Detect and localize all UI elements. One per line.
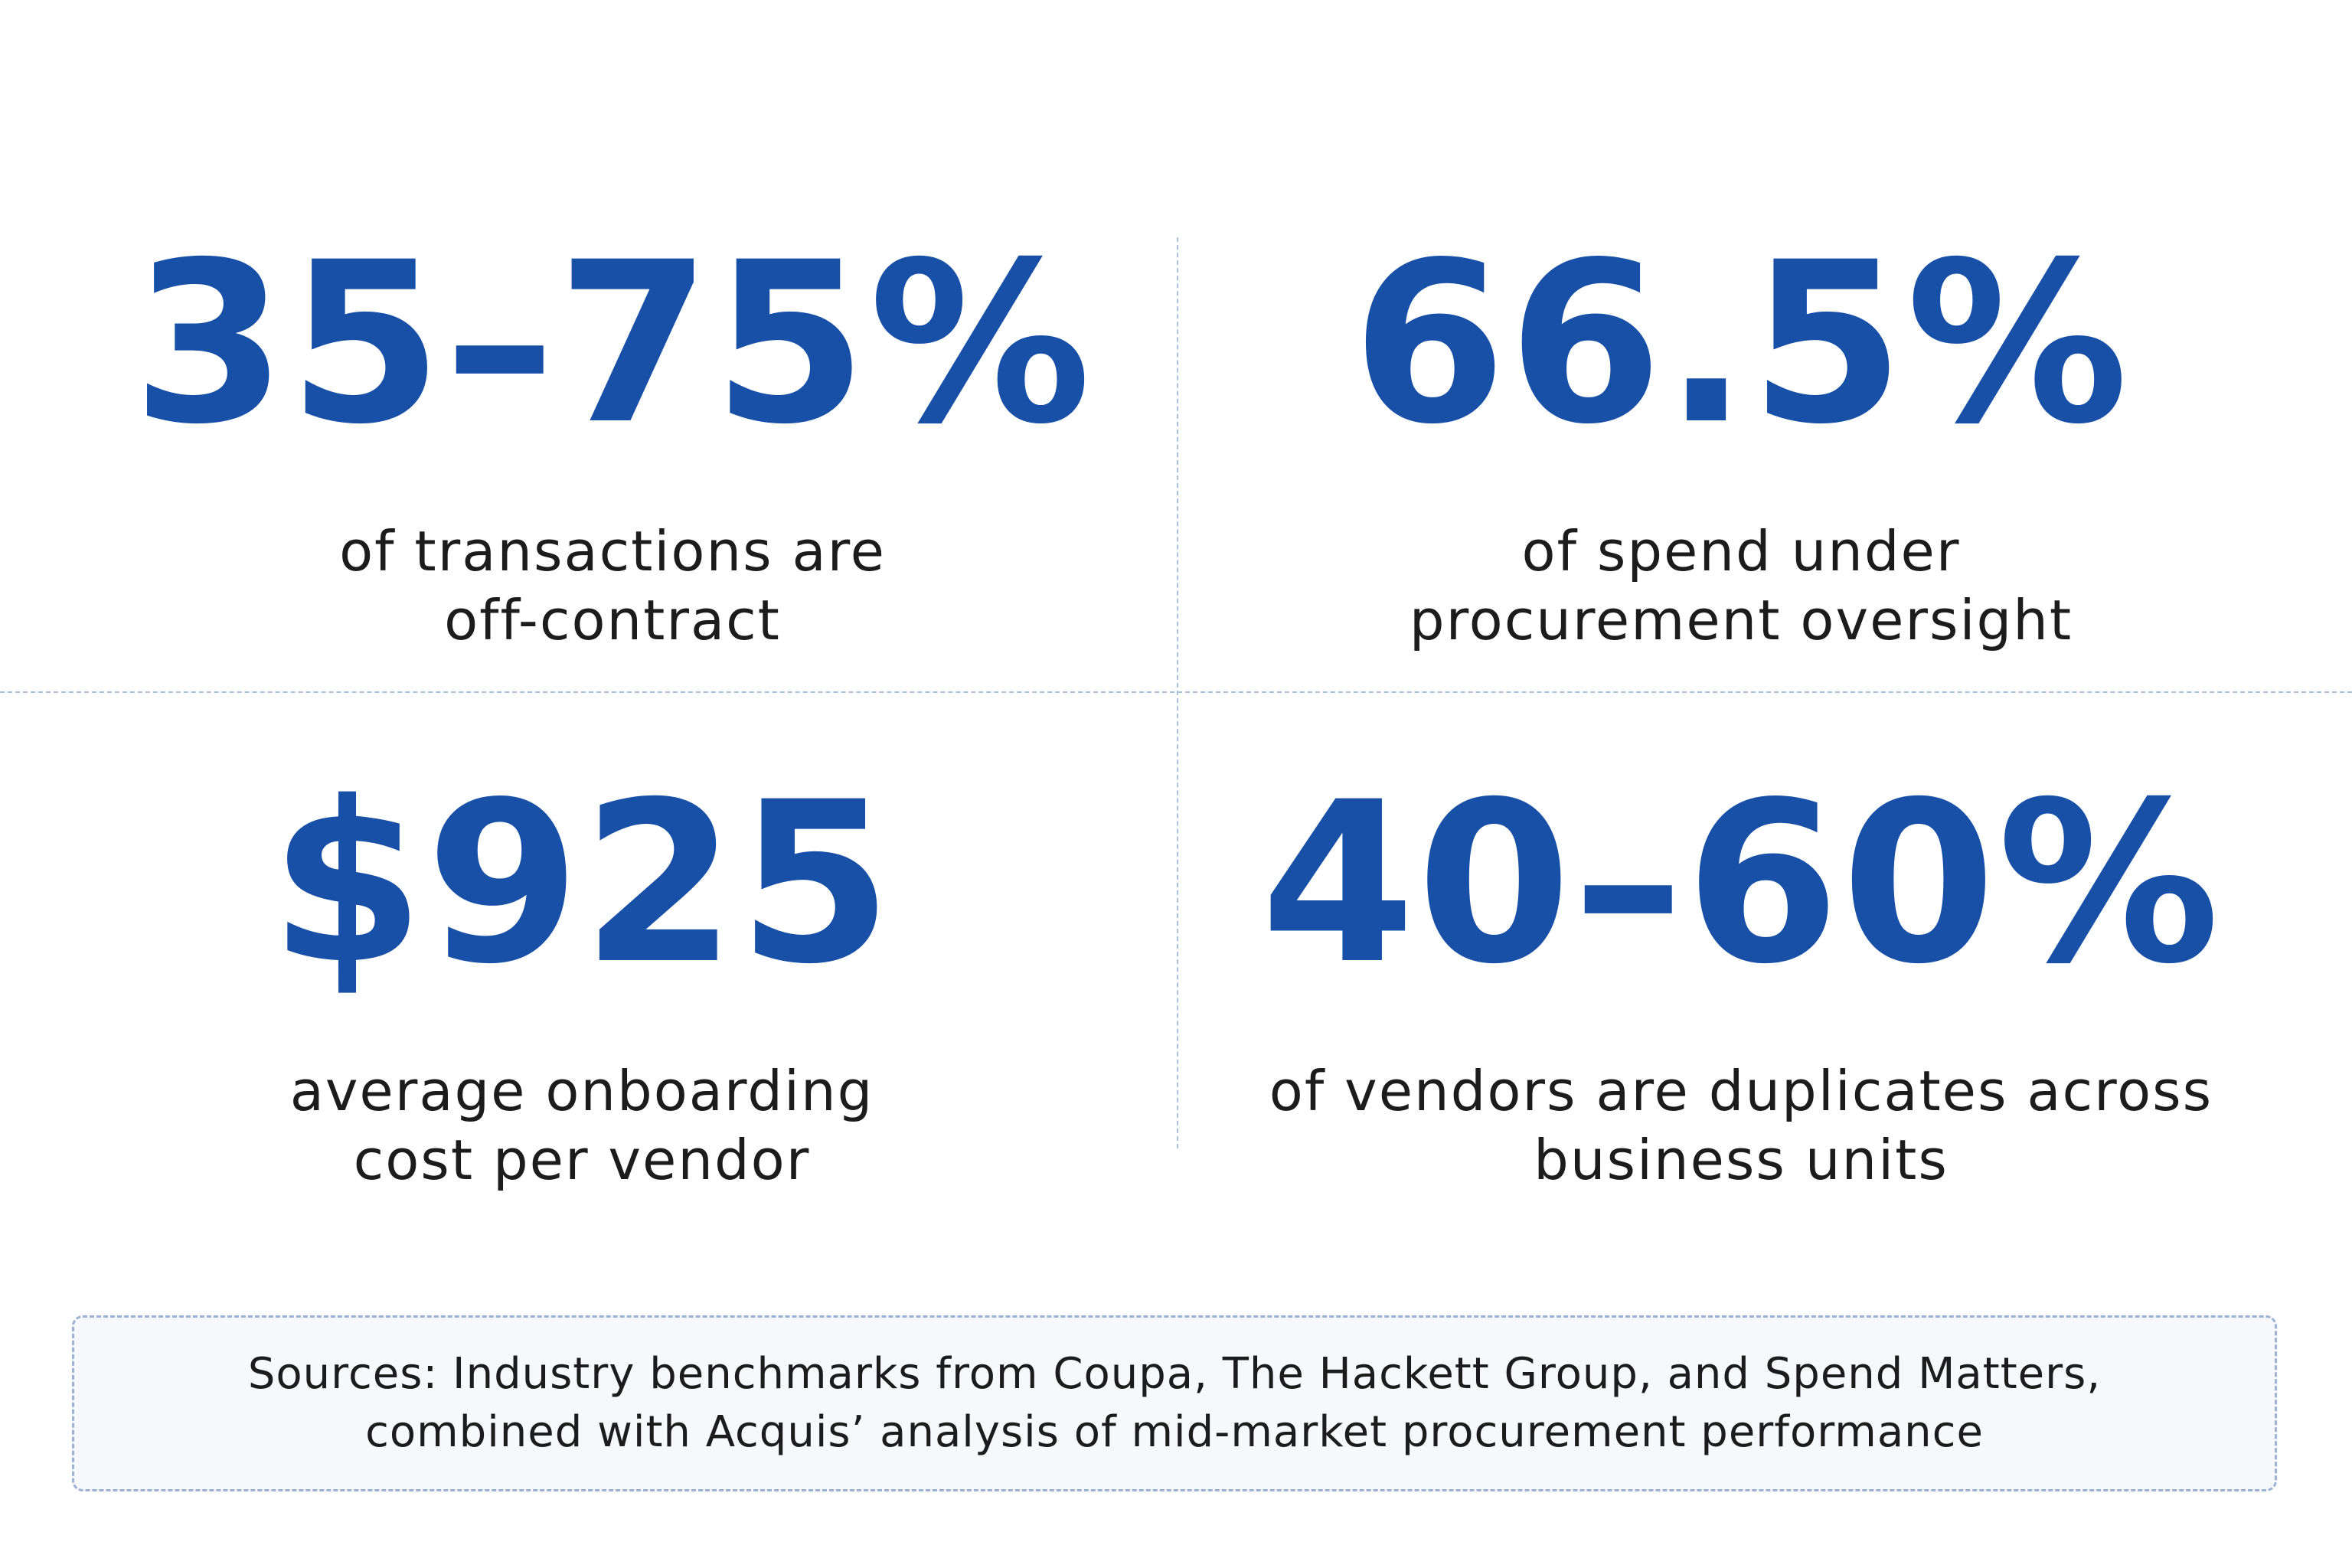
stat-value: 66.5%	[1351, 215, 2131, 473]
stat-caption-line: average onboarding	[289, 1059, 874, 1123]
stat-caption-line: of spend under	[1521, 519, 1961, 583]
stat-value: $925	[270, 755, 894, 1013]
stat-caption-line: off-contract	[444, 588, 781, 652]
stat-caption-line: of transactions are	[339, 519, 886, 583]
stat-off-contract: 35–75% of transactions are off-contract	[46, 234, 1179, 655]
stat-caption: average onboarding cost per vendor	[15, 1057, 1148, 1194]
stat-caption: of spend under procurement oversight	[1174, 517, 2308, 655]
sources-line: Sources: Industry benchmarks from Coupa,…	[247, 1349, 2102, 1399]
stat-caption-line: procurement oversight	[1409, 588, 2073, 652]
stat-procurement-oversight: 66.5% of spend under procurement oversig…	[1174, 234, 2308, 655]
stat-caption-line: of vendors are duplicates across	[1269, 1059, 2213, 1123]
stat-duplicate-vendors: 40–60% of vendors are duplicates across …	[1174, 773, 2308, 1194]
stat-caption-line: business units	[1534, 1128, 1949, 1192]
stat-caption: of vendors are duplicates across busines…	[1174, 1057, 2308, 1194]
stat-value: 40–60%	[1260, 755, 2222, 1013]
stat-value: 35–75%	[132, 215, 1093, 473]
sources-line: combined with Acquis’ analysis of mid-ma…	[365, 1407, 1984, 1457]
horizontal-divider	[0, 691, 2352, 693]
vertical-divider	[1177, 237, 1178, 1148]
stat-onboarding-cost: $925 average onboarding cost per vendor	[15, 773, 1148, 1194]
stat-caption-line: cost per vendor	[353, 1128, 811, 1192]
stat-caption: of transactions are off-contract	[46, 517, 1179, 655]
sources-box: Sources: Industry benchmarks from Coupa,…	[72, 1315, 2277, 1491]
